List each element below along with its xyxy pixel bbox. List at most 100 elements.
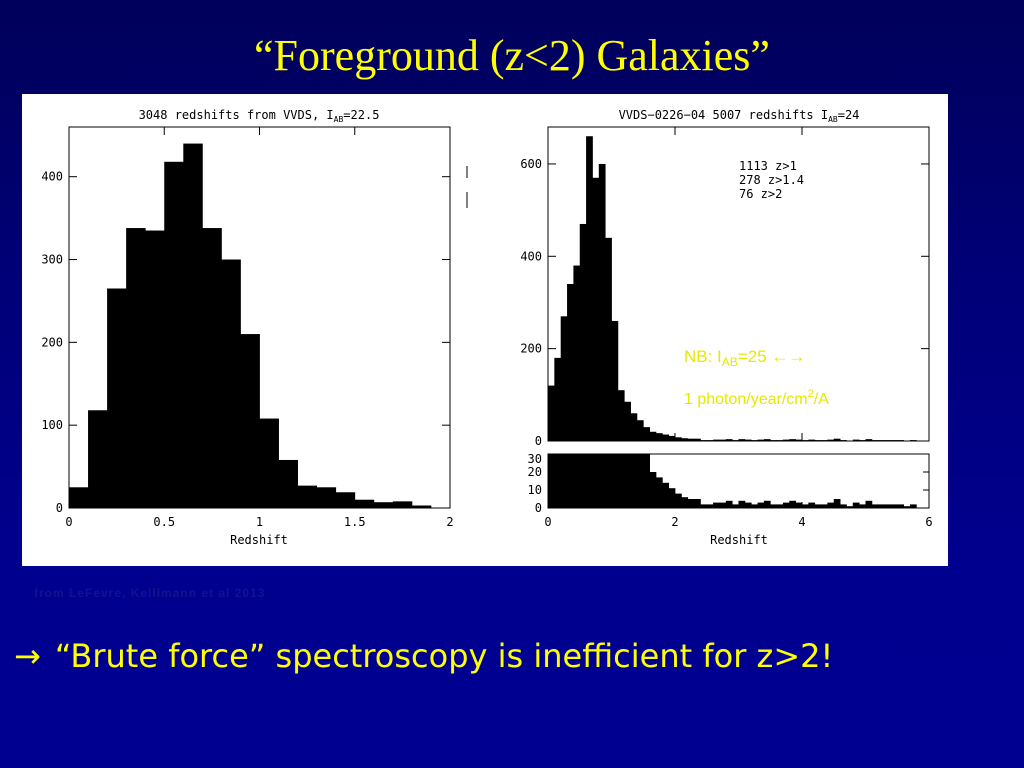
- right-bar: [662, 434, 670, 441]
- right-bar: [624, 401, 631, 441]
- right-bar: [611, 320, 619, 441]
- right-bar: [567, 284, 574, 441]
- right-bar: [548, 385, 555, 441]
- right-zoom-bar: [630, 454, 638, 508]
- left-x-tick-label: 0: [65, 515, 72, 529]
- right-zoom-bar: [611, 454, 619, 508]
- right-zoom-bar: [890, 504, 898, 508]
- left-bar: [354, 499, 375, 508]
- right-bar: [808, 439, 816, 441]
- right-bar: [598, 163, 606, 442]
- zoom-y-tick-label: 0: [535, 501, 542, 515]
- right-zoom-bar: [878, 504, 885, 508]
- zoom-y-tick-label: 10: [528, 483, 542, 497]
- left-bar: [278, 459, 298, 508]
- right-bar: [617, 390, 625, 441]
- left-bar: [183, 143, 203, 508]
- right-zoom-bar: [833, 499, 841, 508]
- left-bars: [69, 143, 432, 509]
- left-y-tick-label: 400: [41, 170, 63, 184]
- right-zoom-bar: [548, 454, 555, 508]
- note-z-gt-1-4: 278 z>1.4: [739, 173, 804, 187]
- right-zoom-bar: [782, 502, 790, 508]
- right-zoom-bar: [852, 502, 860, 508]
- zoom-y-tick-label: 20: [528, 465, 542, 479]
- right-bar: [573, 265, 581, 441]
- right-zoom-bar: [573, 454, 581, 508]
- right-bar: [560, 316, 568, 441]
- right-zoom-bars: [548, 454, 917, 508]
- right-bar: [713, 439, 720, 441]
- left-bar: [88, 410, 108, 508]
- right-zoom-bar: [713, 502, 720, 508]
- right-bar: [738, 439, 746, 441]
- right-bar: [763, 439, 771, 441]
- right-zoom-bar: [681, 497, 689, 508]
- right-zoom-bar: [624, 454, 631, 508]
- right-zoom-bar: [694, 499, 701, 508]
- right-zoom-bar: [802, 504, 809, 508]
- right-y-tick-label: 400: [520, 249, 542, 263]
- right-bar: [630, 413, 638, 441]
- left-y-tick-label: 0: [56, 501, 63, 515]
- right-x-tick-label: 0: [544, 515, 551, 529]
- right-bar: [579, 223, 587, 441]
- right-zoom-bar: [871, 504, 879, 508]
- left-axes: 0 0.5 1 1.5 2 0 100 200 300 400: [41, 127, 454, 529]
- right-zoom-frame: [547, 453, 930, 509]
- left-y-tick-label: 100: [41, 418, 63, 432]
- left-bar: [259, 418, 279, 508]
- right-zoom-bar: [795, 502, 803, 508]
- right-plot-frame: [547, 126, 930, 442]
- right-bar: [719, 439, 727, 441]
- left-bar: [411, 505, 432, 508]
- right-zoom-bar: [662, 482, 670, 508]
- histogram-figure: 3048 redshifts from VVDS, IAB=22.5 0 0.5 1…: [41, 108, 932, 547]
- right-zoom-bar: [687, 499, 695, 508]
- left-x-tick-label: 1.5: [344, 515, 366, 529]
- right-zoom-bar: [586, 454, 593, 508]
- right-bar: [852, 439, 860, 441]
- right-bar: [694, 438, 701, 441]
- left-bar: [392, 501, 413, 508]
- right-zoom-bar: [808, 502, 816, 508]
- right-zoom-bar: [751, 504, 758, 508]
- right-axes: 0 200 400 600: [520, 127, 930, 448]
- right-zoom-bar: [846, 506, 854, 508]
- right-y-tick-label: 200: [520, 342, 542, 356]
- left-bar: [145, 230, 165, 509]
- right-bar: [795, 439, 803, 441]
- right-zoom-bar: [770, 504, 777, 508]
- right-bar: [605, 237, 612, 441]
- note-z-gt-1: 1113 z>1: [739, 159, 797, 173]
- right-bar: [744, 439, 752, 441]
- right-zoom-bar: [675, 493, 682, 508]
- left-bar: [164, 161, 184, 508]
- right-zoom-bar: [789, 500, 797, 508]
- right-zoom-bar: [617, 454, 625, 508]
- left-bar: [240, 334, 260, 508]
- right-zoom-bar: [909, 504, 917, 508]
- right-y-tick-label: 600: [520, 157, 542, 171]
- right-zoom-bar: [598, 454, 606, 508]
- right-chart-title: VVDS−0226−04 5007 redshifts IAB=24: [619, 108, 860, 124]
- right-bar: [789, 439, 797, 441]
- left-bar: [221, 259, 241, 508]
- left-x-axis-label: Redshift: [230, 533, 288, 547]
- right-zoom-bar: [859, 504, 866, 508]
- right-zoom-bar: [719, 502, 727, 508]
- left-bar: [126, 228, 146, 508]
- note-z-gt-2: 76 z>2: [739, 187, 782, 201]
- right-y-tick-label: 0: [535, 434, 542, 448]
- right-bar: [782, 439, 790, 441]
- right-zoom-bar: [605, 454, 612, 508]
- left-bar: [373, 502, 394, 508]
- right-zoom-bar: [744, 502, 752, 508]
- right-zoom-bar: [776, 504, 784, 508]
- right-zoom-bar: [554, 454, 562, 508]
- left-y-tick-label: 200: [41, 335, 63, 349]
- right-bar: [668, 435, 676, 441]
- right-zoom-bar: [763, 500, 771, 508]
- right-bar: [675, 437, 682, 441]
- right-zoom-bar: [579, 454, 587, 508]
